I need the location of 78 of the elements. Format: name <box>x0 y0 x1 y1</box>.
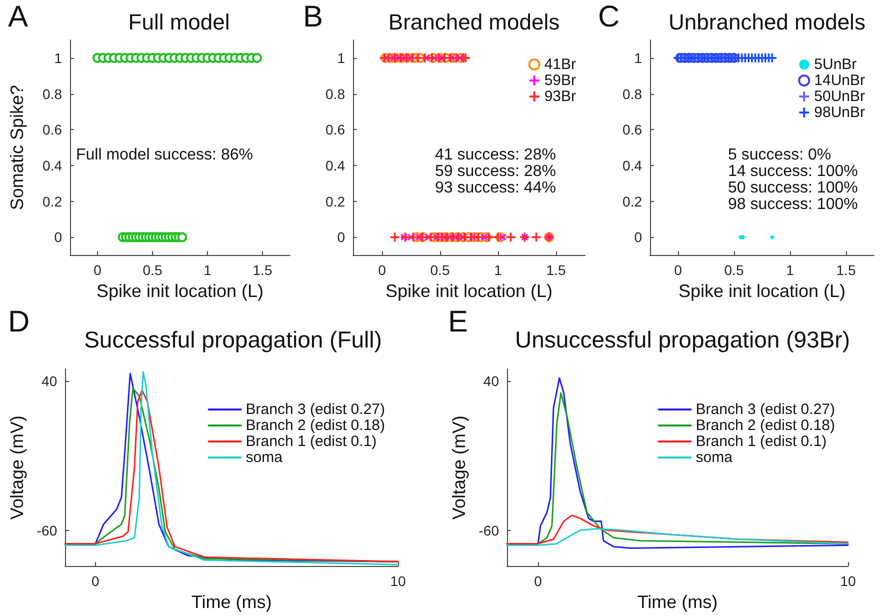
legend-label: Branch 1 (edist 0.1) <box>246 433 377 450</box>
x-axis-title: Spike init location (L) <box>678 281 846 301</box>
y-tick-label: 0.6 <box>326 122 346 138</box>
text: E <box>448 306 468 338</box>
y-tick-label: -60 <box>36 522 58 538</box>
x-tick-label: 1 <box>204 262 212 278</box>
y-tick-label: 0.2 <box>42 193 62 210</box>
y-tick-label: 0.2 <box>326 193 346 210</box>
y-tick-label: 1 <box>634 50 642 66</box>
x-tick-label: 1 <box>786 262 794 278</box>
annotation: 41 success: 28% <box>435 146 556 164</box>
x-tick-label: 0 <box>534 573 542 590</box>
y-tick-label: 0 <box>337 229 346 246</box>
x-tick-label: 0 <box>94 262 102 278</box>
x-tick-label: 0.5 <box>430 262 450 278</box>
y-axis-title: Voltage (mV) <box>7 416 27 520</box>
x-tick-label: 0 <box>378 262 386 278</box>
legend-label: Branch 2 (edist 0.18) <box>696 417 836 434</box>
y-tick-label: 0.8 <box>326 86 346 102</box>
legend-label: 14UnBr <box>814 72 866 89</box>
legend-label: Branch 1 (edist 0.1) <box>696 433 827 450</box>
legend-label: Branch 2 (edist 0.18) <box>246 417 386 434</box>
y-tick-label: 0.8 <box>42 86 62 102</box>
legend-label: soma <box>696 449 734 466</box>
annotation: 5 success: 0% <box>728 146 832 164</box>
annotation: 93 success: 44% <box>435 180 556 196</box>
text: B <box>303 0 324 34</box>
y-axis-title: Voltage (mV) <box>448 416 469 520</box>
x-tick-label: 10 <box>390 573 406 590</box>
y-tick-label: 0.2 <box>622 193 642 210</box>
y-tick-label: 1 <box>337 50 346 66</box>
x-tick-label: 0 <box>91 573 100 590</box>
text: D <box>8 306 30 338</box>
text: A <box>8 0 28 34</box>
legend-label: 50UnBr <box>814 88 866 105</box>
chart-title: Branched models <box>388 10 560 34</box>
y-tick-label: 40 <box>42 372 58 389</box>
legend-label: Branch 3 (edist 0.27) <box>246 401 386 418</box>
chart-title: Unsuccessful propagation (93Br) <box>515 326 850 352</box>
y-tick-label: 0.6 <box>42 122 62 138</box>
x-tick-label: 0 <box>674 262 682 278</box>
chart-title: Successful propagation (Full) <box>84 326 382 352</box>
y-tick-label: 0 <box>54 229 62 246</box>
y-axis-title: Somatic Spike? <box>7 85 27 210</box>
x-tick-label: 1.5 <box>252 262 272 278</box>
x-axis-title: Spike init location (L) <box>96 281 264 301</box>
y-tick-label: 0.4 <box>42 157 62 174</box>
y-tick-label: 0.6 <box>622 122 642 138</box>
annotation: 14 success: 100% <box>728 163 858 180</box>
x-tick-label: 0.5 <box>724 262 744 278</box>
y-tick-label: 0.4 <box>622 157 642 174</box>
x-tick-label: 10 <box>840 573 856 590</box>
chart-title: Unbranched models <box>668 10 866 34</box>
annotation: 98 success: 100% <box>728 196 858 213</box>
x-axis-title: Time (ms) <box>637 592 718 612</box>
legend-label: 98UnBr <box>814 104 866 121</box>
x-tick-label: 1.5 <box>836 262 856 278</box>
x-tick-label: 0.5 <box>142 262 162 278</box>
x-tick-label: 1.5 <box>546 262 566 278</box>
chart-title: Full model <box>128 10 230 34</box>
y-tick-label: 0.8 <box>622 86 642 102</box>
x-axis-title: Time (ms) <box>191 592 272 612</box>
text: C <box>598 0 620 34</box>
annotation: 50 success: 100% <box>728 180 858 196</box>
legend-label: Branch 3 (edist 0.27) <box>696 401 836 418</box>
legend-label: 41Br <box>544 56 576 73</box>
annotation: Full model success: 86% <box>76 146 253 164</box>
y-tick-label: 0 <box>634 229 642 246</box>
y-tick-label: 0.4 <box>326 157 346 174</box>
legend-label: 59Br <box>544 72 576 89</box>
legend-label: 5UnBr <box>814 56 857 73</box>
y-tick-label: 40 <box>483 372 500 389</box>
y-tick-label: -60 <box>478 522 500 538</box>
legend-label: soma <box>246 449 284 466</box>
y-tick-label: 1 <box>54 50 62 66</box>
legend-label: 93Br <box>544 88 576 105</box>
x-axis-title: Spike init location (L) <box>385 281 553 301</box>
annotation: 59 success: 28% <box>435 163 556 180</box>
